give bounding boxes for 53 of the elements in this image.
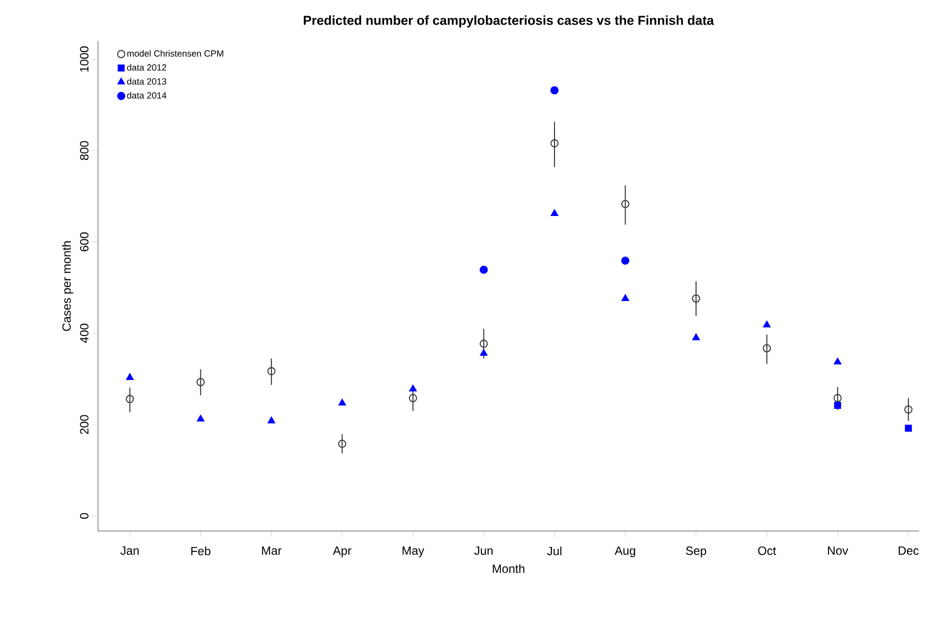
point — [762, 344, 771, 352]
x-tick-label: Jun — [474, 546, 493, 555]
x-tick-label: Mar — [262, 546, 282, 555]
point — [480, 340, 488, 348]
point — [196, 378, 205, 386]
y-tick-label: 0 — [80, 513, 88, 519]
point — [834, 402, 842, 409]
point — [480, 349, 488, 356]
point — [692, 334, 700, 340]
point — [338, 398, 346, 406]
point — [763, 320, 771, 328]
y-tick-label: 200 — [80, 415, 88, 434]
point — [480, 266, 488, 274]
point — [692, 294, 700, 303]
point — [621, 256, 630, 265]
point — [550, 209, 558, 216]
point — [834, 394, 842, 402]
x-tick-label: Jan — [120, 546, 139, 555]
point — [126, 373, 134, 380]
point — [267, 367, 276, 376]
x-tick-label: Nov — [828, 546, 848, 555]
x-tick-label: Aug — [614, 546, 636, 558]
point — [338, 440, 346, 448]
legend-label: data 2013 — [127, 78, 166, 85]
point — [834, 358, 842, 364]
legend-label: data 2014 — [127, 92, 166, 99]
x-tick-label: Oct — [758, 546, 776, 555]
point — [126, 394, 134, 404]
point — [621, 200, 630, 208]
x-axis-title: Month — [492, 564, 524, 573]
y-tick-label: 400 — [80, 324, 88, 343]
point — [409, 384, 417, 392]
x-tick-label: Feb — [191, 546, 210, 556]
point — [408, 394, 418, 402]
point — [550, 86, 559, 94]
point — [196, 414, 204, 422]
legend-label: model Christensen CPM — [127, 50, 224, 57]
point — [268, 416, 276, 424]
x-tick-label: Apr — [332, 546, 352, 558]
y-tick-label: 800 — [80, 141, 88, 160]
point — [622, 294, 630, 301]
x-tick-label: Jul — [547, 546, 562, 556]
y-tick-label: 600 — [80, 232, 88, 252]
legend-label: data 2012 — [127, 64, 166, 71]
chart-title: Predicted number of campylobacteriosis cases vs the Finnish data — [304, 15, 714, 28]
point — [904, 424, 912, 432]
x-tick-label: May — [402, 546, 424, 558]
x-tick-label: Dec — [898, 546, 919, 555]
x-tick-label: Sep — [686, 546, 706, 558]
point — [550, 139, 559, 148]
y-axis-title: Cases per month — [62, 241, 74, 331]
point — [904, 405, 912, 414]
y-tick-label: 1000 — [80, 46, 88, 72]
